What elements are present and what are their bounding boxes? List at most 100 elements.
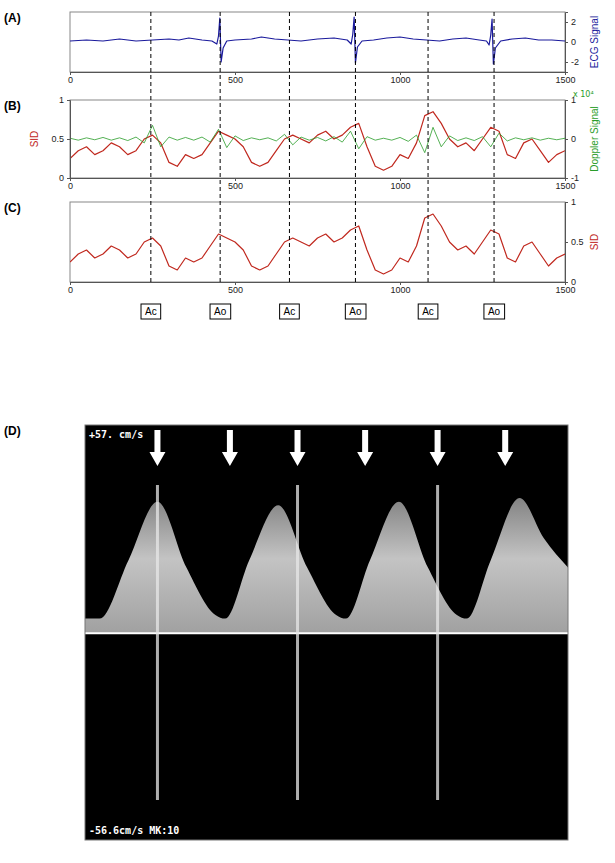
y-axis-line bbox=[67, 101, 71, 179]
panel: 05001000150000.51-101SIDDoppler Signalx … bbox=[29, 90, 600, 191]
tick: 1500 bbox=[555, 72, 575, 85]
tick-mark bbox=[565, 282, 568, 283]
tick-label: 1000 bbox=[390, 75, 410, 85]
plot-frame bbox=[70, 100, 565, 178]
tick: 0 bbox=[565, 134, 576, 144]
plot-frame bbox=[70, 202, 565, 282]
y2-axis: -101 bbox=[565, 95, 579, 183]
event-label-box bbox=[141, 304, 161, 319]
series-line bbox=[70, 17, 565, 64]
event-label-box bbox=[418, 304, 438, 319]
tick: 0.5 bbox=[565, 237, 584, 247]
figure: 050010001500-202ECG Signal(A)05001000150… bbox=[0, 0, 615, 863]
event-label-text: Ao bbox=[488, 306, 501, 317]
series-line bbox=[70, 214, 565, 274]
tick: 1000 bbox=[390, 282, 410, 295]
y-axis-line bbox=[566, 203, 569, 283]
event-label: Ac bbox=[280, 304, 300, 319]
series-line bbox=[70, 112, 565, 171]
tick-label: 0 bbox=[571, 37, 576, 47]
tick-mark bbox=[565, 178, 568, 179]
tick: 500 bbox=[228, 282, 243, 295]
tick: 0 bbox=[68, 178, 73, 191]
valve-click bbox=[296, 485, 299, 800]
tick-label: 0 bbox=[68, 75, 73, 85]
tick-label: 0.5 bbox=[51, 134, 64, 144]
event-label-box bbox=[280, 304, 300, 319]
y-axis: -2 0 2 bbox=[565, 13, 579, 73]
tick-mark bbox=[67, 100, 70, 101]
y2-axis-line bbox=[566, 101, 569, 179]
marks bbox=[85, 430, 568, 800]
tick: 500 bbox=[228, 178, 243, 191]
event-markers: Ac Ao Ac Ao Ac Ao bbox=[141, 12, 505, 319]
panel: +57. cm/s-56.6cm/s MK:10 bbox=[85, 425, 568, 840]
tick-label: 0 bbox=[571, 134, 576, 144]
tick-mark bbox=[565, 62, 568, 63]
event-label: Ao bbox=[210, 304, 231, 319]
tick-mark bbox=[565, 22, 568, 23]
y-axis-line bbox=[566, 13, 569, 73]
event-label: Ac bbox=[141, 304, 161, 319]
tick-label: 500 bbox=[228, 75, 243, 85]
series-line bbox=[70, 125, 565, 152]
valve-click bbox=[156, 485, 159, 800]
tick: 0 bbox=[565, 277, 576, 287]
event-label: Ao bbox=[345, 304, 366, 319]
plot-frame bbox=[70, 12, 565, 72]
tick-mark bbox=[565, 42, 568, 43]
panel-letter: (A) bbox=[4, 11, 21, 25]
event-label-box bbox=[210, 304, 231, 319]
event-label-text: Ac bbox=[145, 306, 157, 317]
tick-mark bbox=[565, 242, 568, 243]
event-line bbox=[220, 12, 221, 282]
marks bbox=[70, 214, 565, 274]
y2-axis-title: Doppler Signal bbox=[589, 106, 600, 172]
tick-label: 500 bbox=[228, 285, 243, 295]
panel-letter: (C) bbox=[4, 201, 21, 215]
arrow bbox=[497, 430, 513, 466]
tick-label: 1500 bbox=[555, 75, 575, 85]
y-axis-title: SID bbox=[589, 234, 600, 251]
tick: 0 bbox=[68, 282, 73, 295]
tick-label: 1 bbox=[571, 197, 576, 207]
panel: 05001000150000.51SID bbox=[68, 197, 600, 295]
tick-label: 0 bbox=[68, 181, 73, 191]
y-axis-title: SID bbox=[29, 131, 40, 148]
marks bbox=[70, 17, 565, 64]
arrow bbox=[430, 430, 446, 466]
y-axis: 00.51 bbox=[51, 95, 70, 183]
event-line bbox=[428, 12, 429, 282]
y-axis-title: ECG Signal bbox=[589, 16, 600, 68]
tick-mark bbox=[67, 139, 70, 140]
x-axis-line bbox=[71, 73, 566, 76]
tick-mark bbox=[67, 178, 70, 179]
tick-label: 500 bbox=[228, 181, 243, 191]
event-label-text: Ao bbox=[349, 306, 362, 317]
arrow bbox=[290, 430, 306, 466]
event-label-text: Ac bbox=[422, 306, 434, 317]
tick: 1 bbox=[59, 95, 70, 105]
valve-click bbox=[436, 485, 439, 800]
tick-label: 1000 bbox=[390, 181, 410, 191]
tick-mark bbox=[565, 202, 568, 203]
scale-top-label: +57. cm/s bbox=[89, 429, 143, 440]
arrow bbox=[222, 430, 238, 466]
spectrogram-background bbox=[85, 425, 568, 840]
event-label: Ao bbox=[484, 304, 505, 319]
tick-label: -2 bbox=[571, 57, 579, 67]
x-axis-line bbox=[71, 283, 566, 286]
tick: 1000 bbox=[390, 72, 410, 85]
tick-label: 0 bbox=[571, 277, 576, 287]
tick: 0 bbox=[68, 72, 73, 85]
event-line bbox=[355, 12, 356, 282]
tick-mark bbox=[565, 100, 568, 101]
event-label-box bbox=[484, 304, 505, 319]
marks bbox=[70, 112, 565, 171]
x-axis: 050010001500 bbox=[68, 178, 576, 191]
event-line bbox=[494, 12, 495, 282]
tick-label: 2 bbox=[571, 17, 576, 27]
y-axis: 00.51 bbox=[565, 197, 584, 287]
panel-letter: (D) bbox=[4, 424, 21, 438]
x-axis-line bbox=[71, 179, 566, 182]
